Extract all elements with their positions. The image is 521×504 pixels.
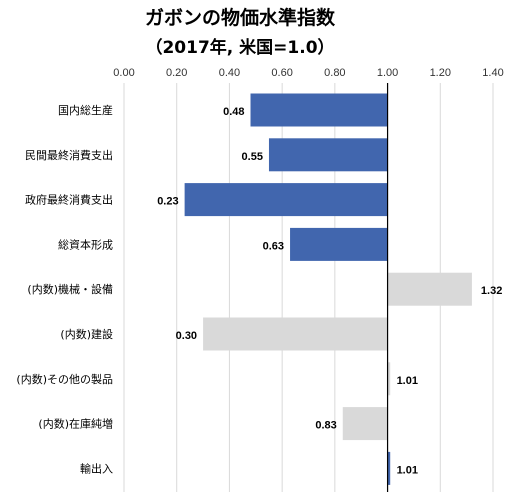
category-label: 民間最終消費支出 (25, 148, 113, 162)
bar-7 (342, 407, 388, 441)
chart-title: ガボンの物価水準指数 (145, 6, 336, 29)
bars (184, 93, 472, 485)
category-label: (内数)建設 (60, 327, 113, 341)
category-label: 総資本形成 (58, 237, 113, 251)
bar-5 (203, 317, 388, 351)
x-axis-ticks: 0.00 0.20 0.40 0.60 0.80 1.00 1.20 1.40 (113, 67, 503, 79)
bar-1 (268, 138, 388, 172)
category-label: (内数)機械・設備 (27, 282, 113, 296)
category-label: 国内総生産 (58, 103, 113, 117)
value-label: 1.32 (481, 285, 502, 297)
category-label: (内数)在庫純増 (38, 417, 113, 431)
category-label: (内数)その他の製品 (16, 372, 113, 386)
value-label: 0.83 (315, 420, 336, 432)
x-tick-label: 1.40 (482, 67, 503, 79)
value-label: 0.55 (242, 151, 263, 163)
value-label: 0.23 (157, 196, 178, 208)
x-tick-label: 0.80 (324, 67, 345, 79)
bar-3 (290, 227, 388, 261)
x-tick-label: 1.20 (430, 67, 451, 79)
category-label: 輸出入 (80, 461, 113, 475)
x-tick-label: 0.40 (219, 67, 240, 79)
bar-4 (387, 272, 472, 306)
value-labels: 0.48 0.55 0.23 0.63 1.32 0.30 1.01 0.83 1.01 (157, 106, 502, 476)
chart-subtitle: （2017年, 米国=1.0） (145, 37, 334, 58)
x-tick-label: 0.20 (166, 67, 187, 79)
x-tick-label: 1.00 (377, 67, 398, 79)
value-label: 1.01 (397, 375, 418, 387)
bar-2 (184, 183, 388, 217)
bar-6 (387, 362, 391, 396)
x-tick-label: 0.00 (113, 67, 134, 79)
bar-8 (387, 451, 391, 485)
bar-0 (250, 93, 388, 127)
category-label: 政府最終消費支出 (25, 193, 113, 207)
x-tick-label: 0.60 (271, 67, 292, 79)
value-label: 1.01 (397, 464, 418, 476)
value-label: 0.30 (176, 330, 197, 342)
value-label: 0.48 (223, 106, 244, 118)
value-label: 0.63 (263, 240, 284, 252)
